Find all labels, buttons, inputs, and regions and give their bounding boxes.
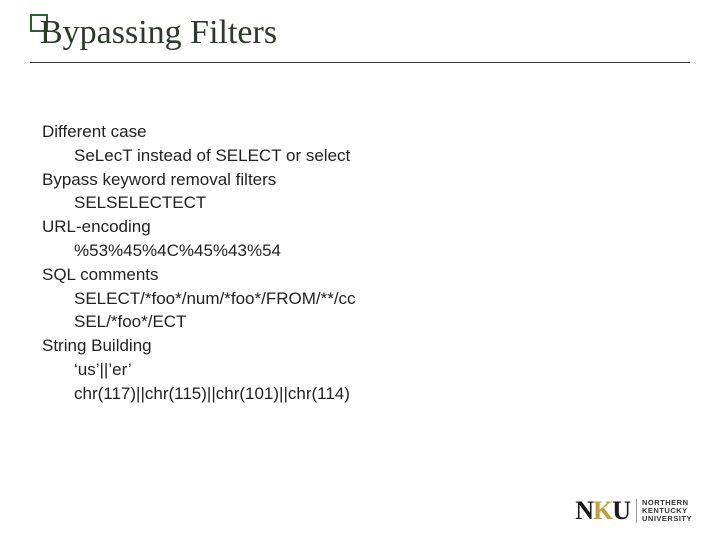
logo-mark: NKU: [575, 498, 630, 524]
body-line: SELECT/*foo*/num/*foo*/FROM/**/cc: [74, 287, 678, 311]
slide-title: Bypassing Filters: [30, 14, 690, 52]
logo-text: NORTHERN KENTUCKY UNIVERSITY: [636, 499, 692, 523]
body-line: String Building: [42, 334, 678, 358]
body-line: Different case: [42, 120, 678, 144]
logo-letter-u: U: [612, 496, 630, 525]
university-logo: NKU NORTHERN KENTUCKY UNIVERSITY: [575, 498, 692, 524]
body-line: SELSELECTECT: [74, 191, 678, 215]
logo-letter-k: K: [593, 496, 612, 525]
body-line: URL-encoding: [42, 215, 678, 239]
logo-letter-n: N: [575, 496, 593, 525]
body-line: SQL comments: [42, 263, 678, 287]
body-line: SEL/*foo*/ECT: [74, 310, 678, 334]
body-line: chr(117)||chr(115)||chr(101)||chr(114): [74, 382, 678, 406]
body-line: SeLecT instead of SELECT or select: [74, 144, 678, 168]
body-line: Bypass keyword removal filters: [42, 168, 678, 192]
body-line: ‘us’||’er’: [74, 358, 678, 382]
slide-body: Different case SeLecT instead of SELECT …: [42, 120, 678, 406]
slide: Bypassing Filters Different case SeLecT …: [0, 0, 720, 540]
body-line: %53%45%4C%45%43%54: [74, 239, 678, 263]
logo-line: UNIVERSITY: [642, 515, 692, 523]
title-area: Bypassing Filters: [30, 14, 690, 63]
